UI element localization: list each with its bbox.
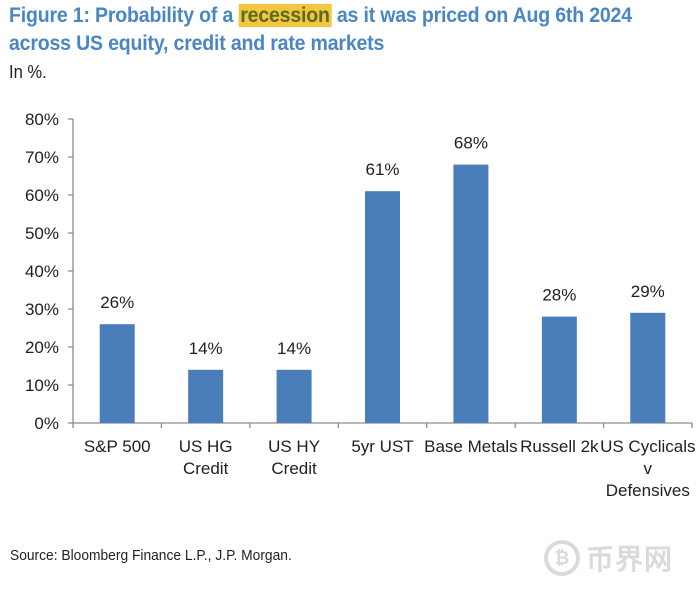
watermark: ₿ 币界网	[544, 538, 673, 578]
y-tick-label: 30%	[25, 300, 59, 319]
unit-note: In %.	[9, 62, 47, 82]
data-label: 29%	[631, 282, 665, 301]
bar	[630, 312, 666, 423]
bar-chart: 0% 10% 20% 30% 40% 50% 60% 70% 80% 26% S&P 500 14% U…	[25, 110, 696, 500]
title-line-1: Figure 1: Probability of a recession as …	[9, 2, 651, 30]
x-category-label: US HY	[268, 437, 320, 456]
x-category-label: 5yr UST	[351, 437, 413, 456]
source-note: Source: Bloomberg Finance L.P., J.P. Mor…	[10, 547, 292, 564]
title-prefix: Figure 1: Probability of a	[9, 4, 239, 27]
bar	[188, 369, 224, 423]
bar	[365, 191, 400, 423]
x-category-label: Russell 2k	[520, 437, 599, 456]
data-label: 26%	[100, 293, 134, 312]
data-label: 14%	[277, 339, 311, 358]
title-suffix: as it was priced on Aug 6th 2024	[331, 4, 632, 27]
x-category-label: S&P 500	[84, 437, 151, 456]
x-category-label: Credit	[183, 459, 229, 478]
data-label: 61%	[365, 160, 399, 179]
watermark-text: 币界网	[586, 543, 674, 576]
title-highlight: recession	[238, 4, 332, 27]
bitcoin-coin-icon: ₿	[544, 540, 580, 576]
x-category-label: Credit	[271, 459, 317, 478]
y-tick-label: 70%	[25, 148, 59, 167]
y-tick-label: 0%	[34, 414, 59, 433]
bar	[276, 369, 312, 423]
y-tick-label: 80%	[25, 110, 59, 129]
chart-title: Figure 1: Probability of a recession as …	[9, 2, 651, 58]
x-category-label: US Cyclicals	[600, 437, 695, 456]
bar	[453, 164, 489, 423]
y-tick-label: 60%	[25, 186, 59, 205]
y-tick-label: 10%	[25, 376, 59, 395]
x-category-label: v	[644, 459, 653, 478]
data-label: 28%	[542, 286, 576, 305]
x-category-label: Base Metals	[424, 437, 518, 456]
data-label: 68%	[454, 134, 488, 153]
y-tick-label: 20%	[25, 338, 59, 357]
bar	[541, 316, 577, 423]
y-tick-label: 40%	[25, 262, 59, 281]
bar	[99, 324, 135, 423]
y-tick-label: 50%	[25, 224, 59, 243]
data-label: 14%	[189, 339, 223, 358]
x-category-label: Defensives	[606, 481, 690, 500]
title-line-2: across US equity, credit and rate market…	[9, 32, 385, 55]
x-category-label: US HG	[179, 437, 233, 456]
